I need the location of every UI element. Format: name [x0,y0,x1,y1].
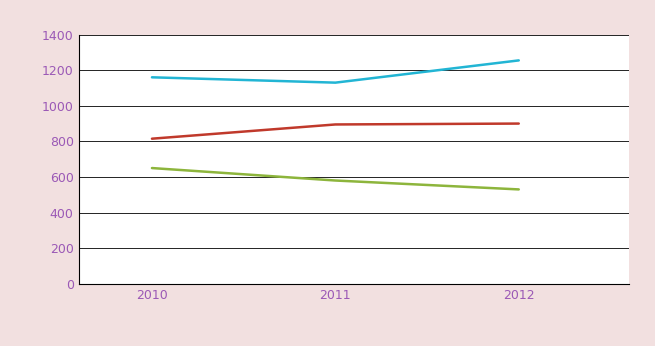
Legend: Hotel, Pension/B&B *, Bungalow, app. *, Campingtoeristisch*: Hotel, Pension/B&B *, Bungalow, app. *, … [118,344,590,346]
